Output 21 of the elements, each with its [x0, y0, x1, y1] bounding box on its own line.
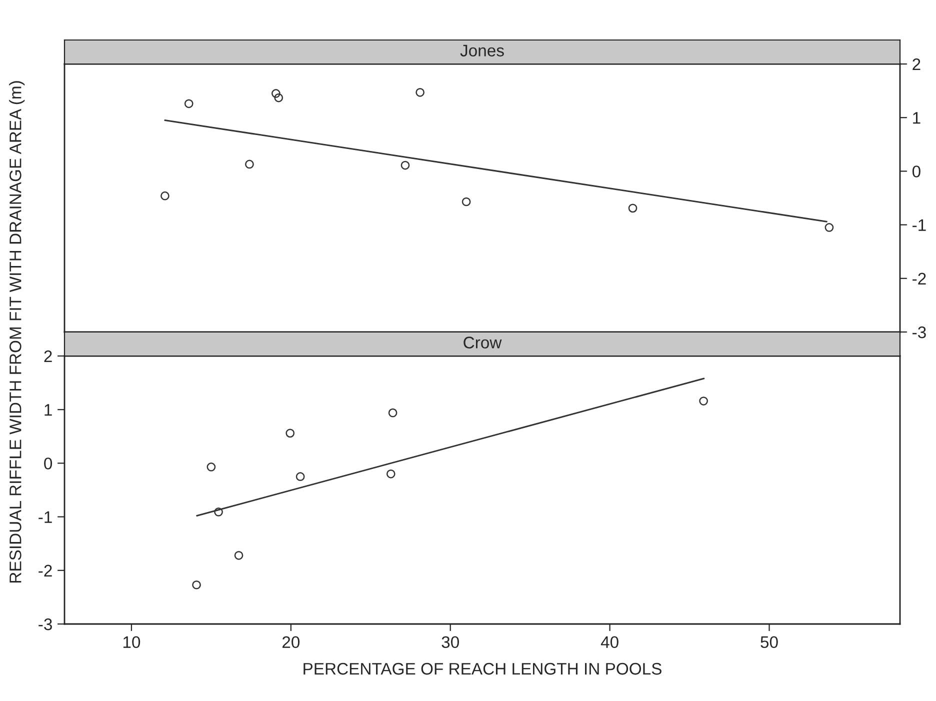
x-tick-label: 40: [600, 636, 618, 648]
y-tick-label: 2: [912, 58, 920, 70]
y-tick-label: 2: [44, 350, 52, 362]
y-tick-label: 1: [913, 112, 920, 124]
chart-title: Jones: [460, 44, 504, 56]
y-tick-label: -1: [38, 511, 52, 523]
y-tick-label: 0: [912, 166, 920, 178]
y-tick-label: -3: [38, 618, 52, 630]
y-tick-label: 0: [44, 458, 52, 470]
y-tick-label: 1: [44, 404, 52, 416]
y-axis-title: RESIDUAL RIFFLE WIDTH FROM FIT WITH DRAINAGE AREA (m): [9, 81, 25, 582]
y-tick-label: -1: [912, 219, 926, 231]
y-tick-label: -3: [912, 326, 926, 338]
x-tick-label: 50: [760, 636, 778, 648]
y-tick-label: -2: [912, 272, 926, 284]
x-axis-title: PERCENTAGE OF REACH LENGTH IN POOLS: [304, 662, 662, 675]
x-tick-label: 10: [123, 636, 140, 648]
y-tick-label: -2: [38, 564, 52, 576]
x-tick-label: 20: [282, 636, 300, 648]
chart-title: Crow: [464, 336, 502, 348]
x-tick-label: 30: [442, 636, 459, 648]
